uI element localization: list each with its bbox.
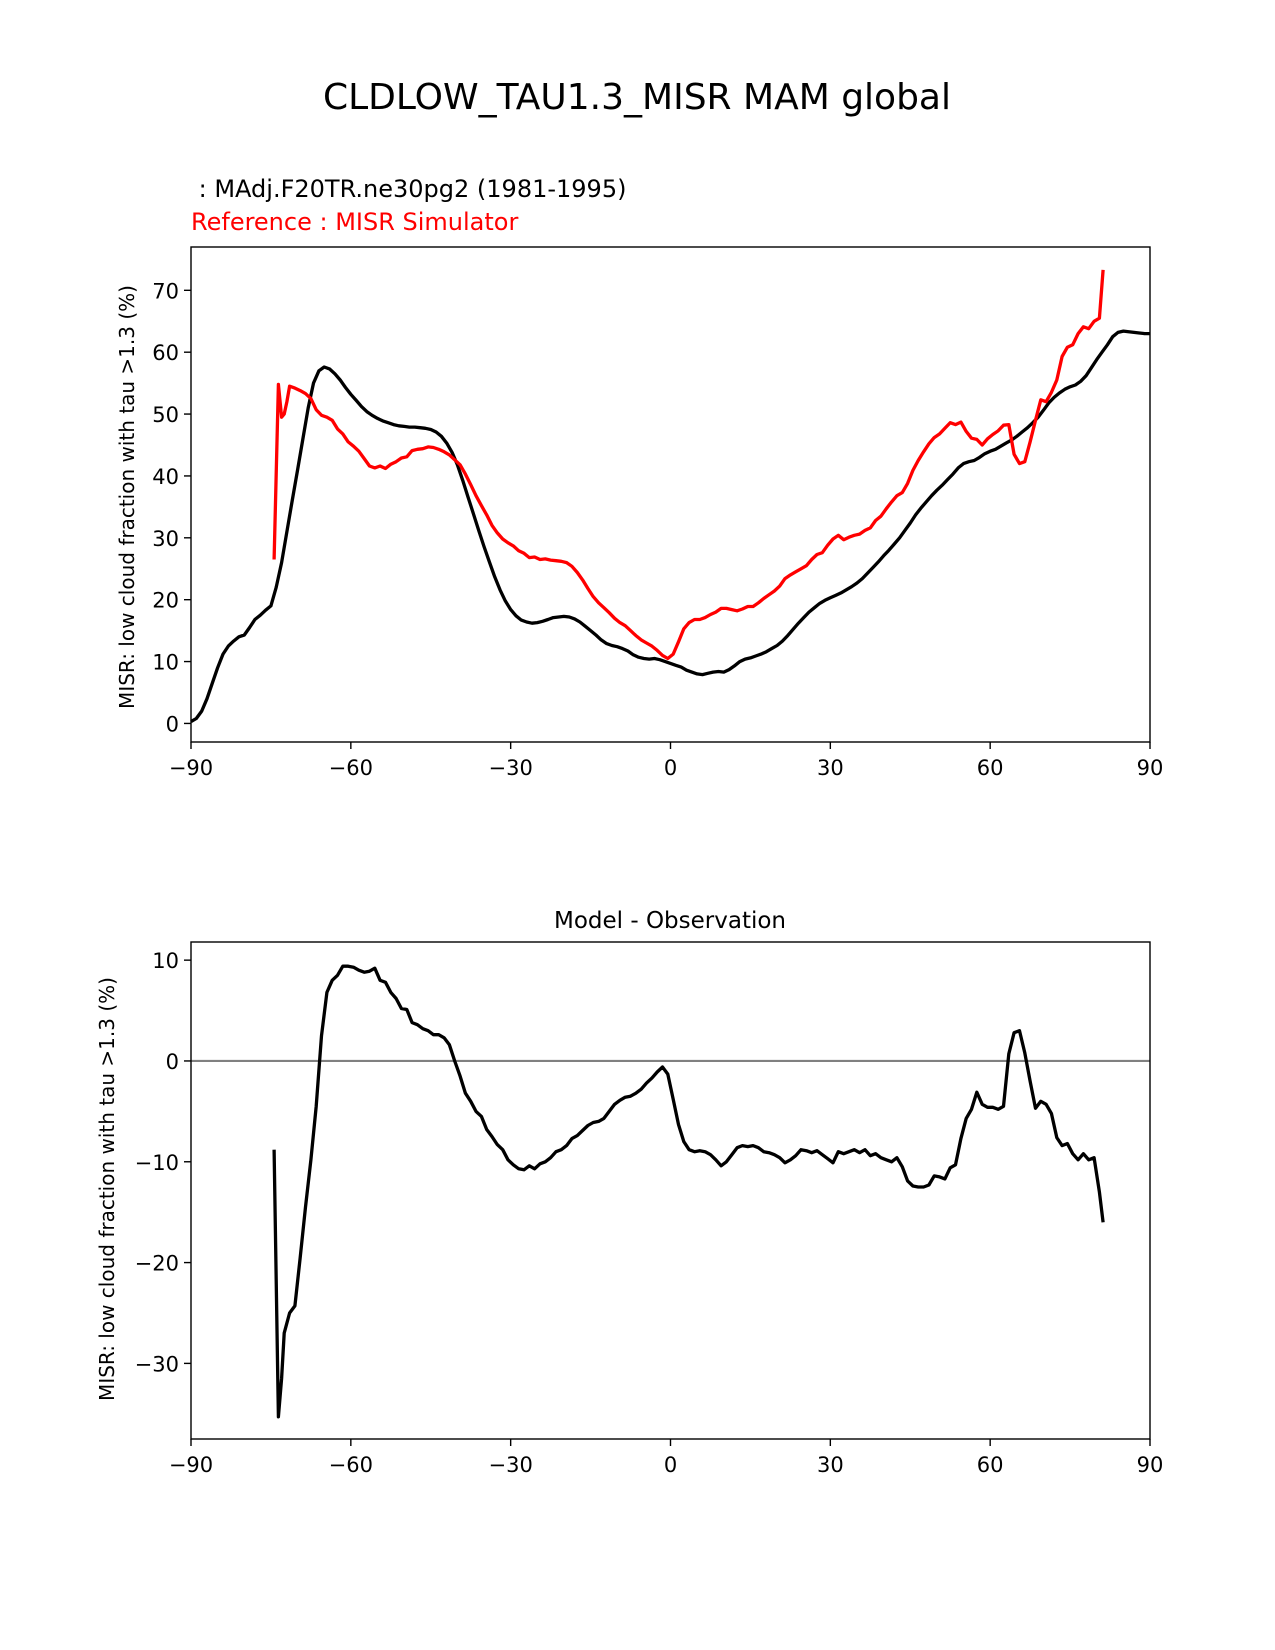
series-line-reference [272, 269, 1105, 661]
bottom-chart: Model - Observation MISR: low cloud frac… [95, 908, 1163, 1477]
plot-frame [190, 246, 1151, 743]
test-legend-label: : MAdj.F20TR.ne30pg2 (1981-1995) [191, 175, 626, 203]
top-chart: : MAdj.F20TR.ne30pg2 (1981-1995) Referen… [115, 175, 1163, 780]
top-y-axis-label: MISR: low cloud fraction with tau >1.3 (… [115, 285, 139, 709]
y-tick-label: −20 [135, 1252, 179, 1276]
reference-legend-label: Reference : MISR Simulator [191, 208, 518, 236]
x-tick-label: −30 [489, 756, 533, 780]
series-line-test [190, 329, 1150, 724]
x-tick-label: 90 [1137, 756, 1164, 780]
x-tick-label: −60 [329, 756, 373, 780]
x-tick-label: −90 [169, 756, 213, 780]
x-tick-label: 0 [664, 756, 677, 780]
y-tick-label: −30 [135, 1352, 179, 1376]
top-plot-area: −90 −60 −30 0 30 60 90 0 10 20 30 40 50 60 70 [152, 246, 1164, 780]
y-tick-label: 40 [152, 465, 179, 489]
x-tick-label: −30 [489, 1453, 533, 1477]
y-tick-label: 0 [166, 712, 179, 736]
y-tick-label: 30 [152, 527, 179, 551]
bottom-y-axis-label: MISR: low cloud fraction with tau >1.3 (… [95, 977, 119, 1401]
y-tick-label: 10 [152, 949, 179, 973]
x-tick-label: 60 [977, 756, 1004, 780]
figure-title: CLDLOW_TAU1.3_MISR MAM global [323, 77, 951, 118]
y-tick-label: 20 [152, 589, 179, 613]
y-tick-label: 70 [152, 279, 179, 303]
x-tick-label: −90 [169, 1453, 213, 1477]
plot-frame [190, 941, 1151, 1440]
y-tick-label: 0 [166, 1050, 179, 1074]
y-tick-label: 10 [152, 651, 179, 675]
series-line-difference [272, 964, 1105, 1419]
x-tick-label: −60 [329, 1453, 373, 1477]
y-tick-label: −10 [135, 1151, 179, 1175]
x-tick-label: 90 [1137, 1453, 1164, 1477]
bottom-chart-title: Model - Observation [554, 908, 786, 934]
y-tick-label: 60 [152, 341, 179, 365]
x-tick-label: 0 [664, 1453, 677, 1477]
y-tick-label: 50 [152, 403, 179, 427]
x-tick-label: 60 [977, 1453, 1004, 1477]
bottom-plot-area: −90 −60 −30 0 30 60 90 −30 −20 −10 0 10 [135, 941, 1164, 1477]
x-tick-label: 30 [817, 1453, 844, 1477]
x-tick-label: 30 [817, 756, 844, 780]
